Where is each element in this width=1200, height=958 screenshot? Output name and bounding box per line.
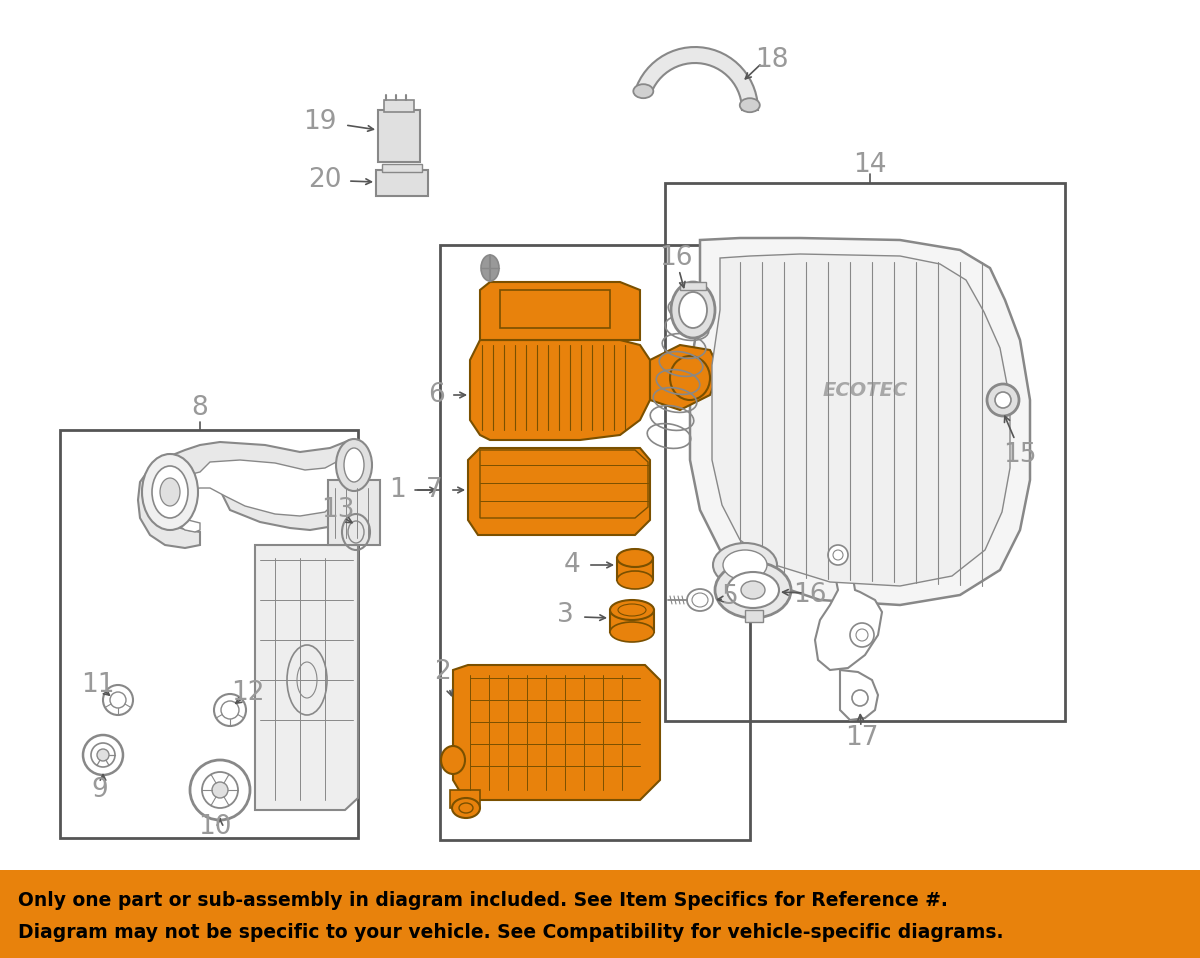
Text: 7: 7 (426, 477, 443, 503)
Ellipse shape (212, 782, 228, 798)
Bar (382, 164, 422, 172)
Ellipse shape (727, 572, 779, 608)
Text: 19: 19 (304, 109, 337, 135)
Ellipse shape (336, 439, 372, 491)
Text: ECOTEC: ECOTEC (822, 380, 907, 399)
Text: 11: 11 (82, 672, 115, 698)
Text: Only one part or sub-assembly in diagram included. See Item Specifics for Refere: Only one part or sub-assembly in diagram… (18, 891, 948, 909)
Bar (60, 430, 358, 838)
Ellipse shape (442, 746, 466, 774)
Ellipse shape (634, 84, 653, 98)
Polygon shape (256, 545, 358, 810)
Ellipse shape (852, 690, 868, 706)
Bar (610, 610, 654, 632)
Bar (745, 610, 763, 622)
Ellipse shape (671, 282, 715, 338)
Ellipse shape (344, 448, 364, 482)
Bar (376, 170, 428, 196)
Ellipse shape (190, 760, 250, 820)
Ellipse shape (617, 571, 653, 589)
Polygon shape (690, 238, 1030, 605)
Text: 16: 16 (793, 582, 827, 608)
Polygon shape (470, 340, 650, 440)
Text: 13: 13 (322, 497, 355, 523)
Ellipse shape (152, 466, 188, 518)
Ellipse shape (610, 600, 654, 620)
Text: 9: 9 (91, 777, 108, 803)
Polygon shape (468, 448, 650, 535)
Text: 4: 4 (564, 552, 581, 578)
Text: 17: 17 (845, 725, 878, 751)
Ellipse shape (679, 292, 707, 328)
Ellipse shape (715, 562, 791, 618)
Ellipse shape (670, 356, 710, 400)
Ellipse shape (713, 543, 778, 587)
Text: 8: 8 (192, 395, 209, 421)
Ellipse shape (91, 743, 115, 767)
Ellipse shape (739, 99, 760, 112)
Text: 3: 3 (557, 602, 574, 628)
Text: 5: 5 (721, 584, 738, 610)
Text: Diagram may not be specific to your vehicle. See Compatibility for vehicle-speci: Diagram may not be specific to your vehi… (18, 923, 1003, 942)
Ellipse shape (742, 581, 766, 599)
Ellipse shape (110, 692, 126, 708)
Ellipse shape (828, 545, 848, 565)
Text: 18: 18 (755, 47, 788, 73)
Text: 14: 14 (853, 152, 887, 178)
Bar (384, 100, 414, 112)
Ellipse shape (995, 392, 1010, 408)
Polygon shape (167, 460, 344, 532)
Polygon shape (840, 670, 878, 720)
Text: 15: 15 (1003, 442, 1037, 468)
Ellipse shape (142, 454, 198, 530)
Ellipse shape (986, 384, 1019, 416)
Ellipse shape (83, 735, 124, 775)
Ellipse shape (160, 478, 180, 506)
Ellipse shape (97, 749, 109, 761)
Text: 20: 20 (308, 167, 342, 193)
Ellipse shape (458, 803, 473, 813)
Ellipse shape (221, 701, 239, 719)
Text: 1: 1 (390, 477, 407, 503)
Bar (500, 290, 610, 328)
Ellipse shape (103, 685, 133, 715)
Bar (378, 110, 420, 162)
Bar (665, 183, 1066, 721)
Polygon shape (480, 282, 640, 340)
Text: 6: 6 (427, 382, 444, 408)
Ellipse shape (452, 798, 480, 818)
Polygon shape (636, 47, 758, 110)
Polygon shape (650, 345, 720, 410)
Ellipse shape (686, 589, 713, 611)
Ellipse shape (610, 622, 654, 642)
Text: 12: 12 (232, 680, 265, 706)
Ellipse shape (617, 549, 653, 567)
Polygon shape (712, 254, 1010, 586)
Polygon shape (815, 532, 882, 670)
Bar (680, 282, 706, 290)
Polygon shape (454, 665, 660, 800)
Bar (440, 245, 750, 840)
Text: 16: 16 (659, 245, 692, 271)
Text: 2: 2 (433, 659, 450, 685)
Ellipse shape (722, 550, 767, 580)
Ellipse shape (214, 694, 246, 726)
Bar (328, 480, 380, 545)
Bar (617, 558, 653, 580)
Bar (0, 870, 1200, 958)
Ellipse shape (202, 772, 238, 808)
Ellipse shape (850, 623, 874, 647)
Text: 10: 10 (198, 814, 232, 840)
Polygon shape (480, 450, 648, 518)
Ellipse shape (481, 255, 499, 281)
Bar (450, 790, 480, 808)
Polygon shape (138, 440, 358, 548)
